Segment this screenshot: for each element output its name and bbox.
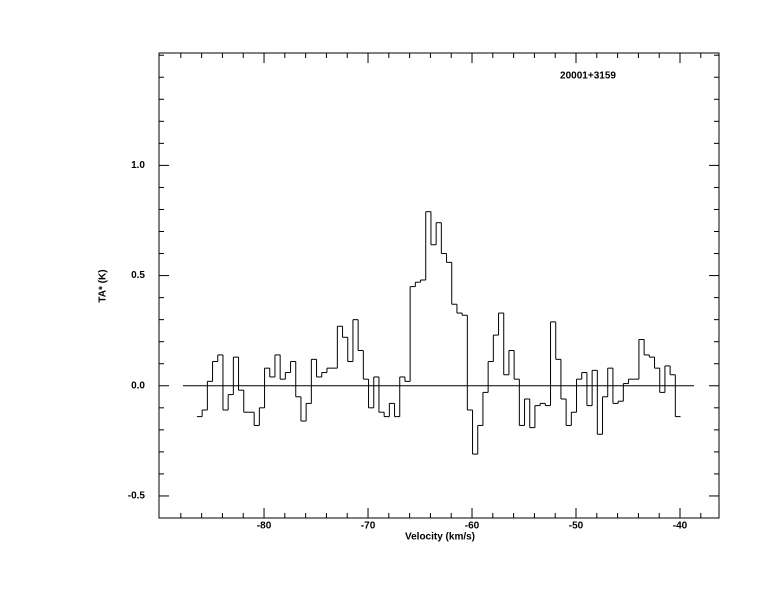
- x-tick-label: -40: [673, 521, 688, 532]
- x-tick-label: -50: [569, 521, 584, 532]
- x-tick-label: -80: [257, 521, 272, 532]
- x-tick-label: -60: [465, 521, 480, 532]
- y-tick-label: 0.5: [131, 270, 145, 281]
- y-tick-label: 0.0: [131, 380, 145, 391]
- annotation: 20001+3159: [560, 71, 616, 82]
- x-tick-label: -70: [361, 521, 376, 532]
- y-axis-label: TA* (K): [98, 269, 109, 302]
- y-tick-label: 1.0: [131, 160, 145, 171]
- plot-frame: [158, 52, 720, 519]
- y-tick-label: -0.5: [128, 491, 146, 502]
- x-axis-label: Velocity (km/s): [405, 532, 475, 543]
